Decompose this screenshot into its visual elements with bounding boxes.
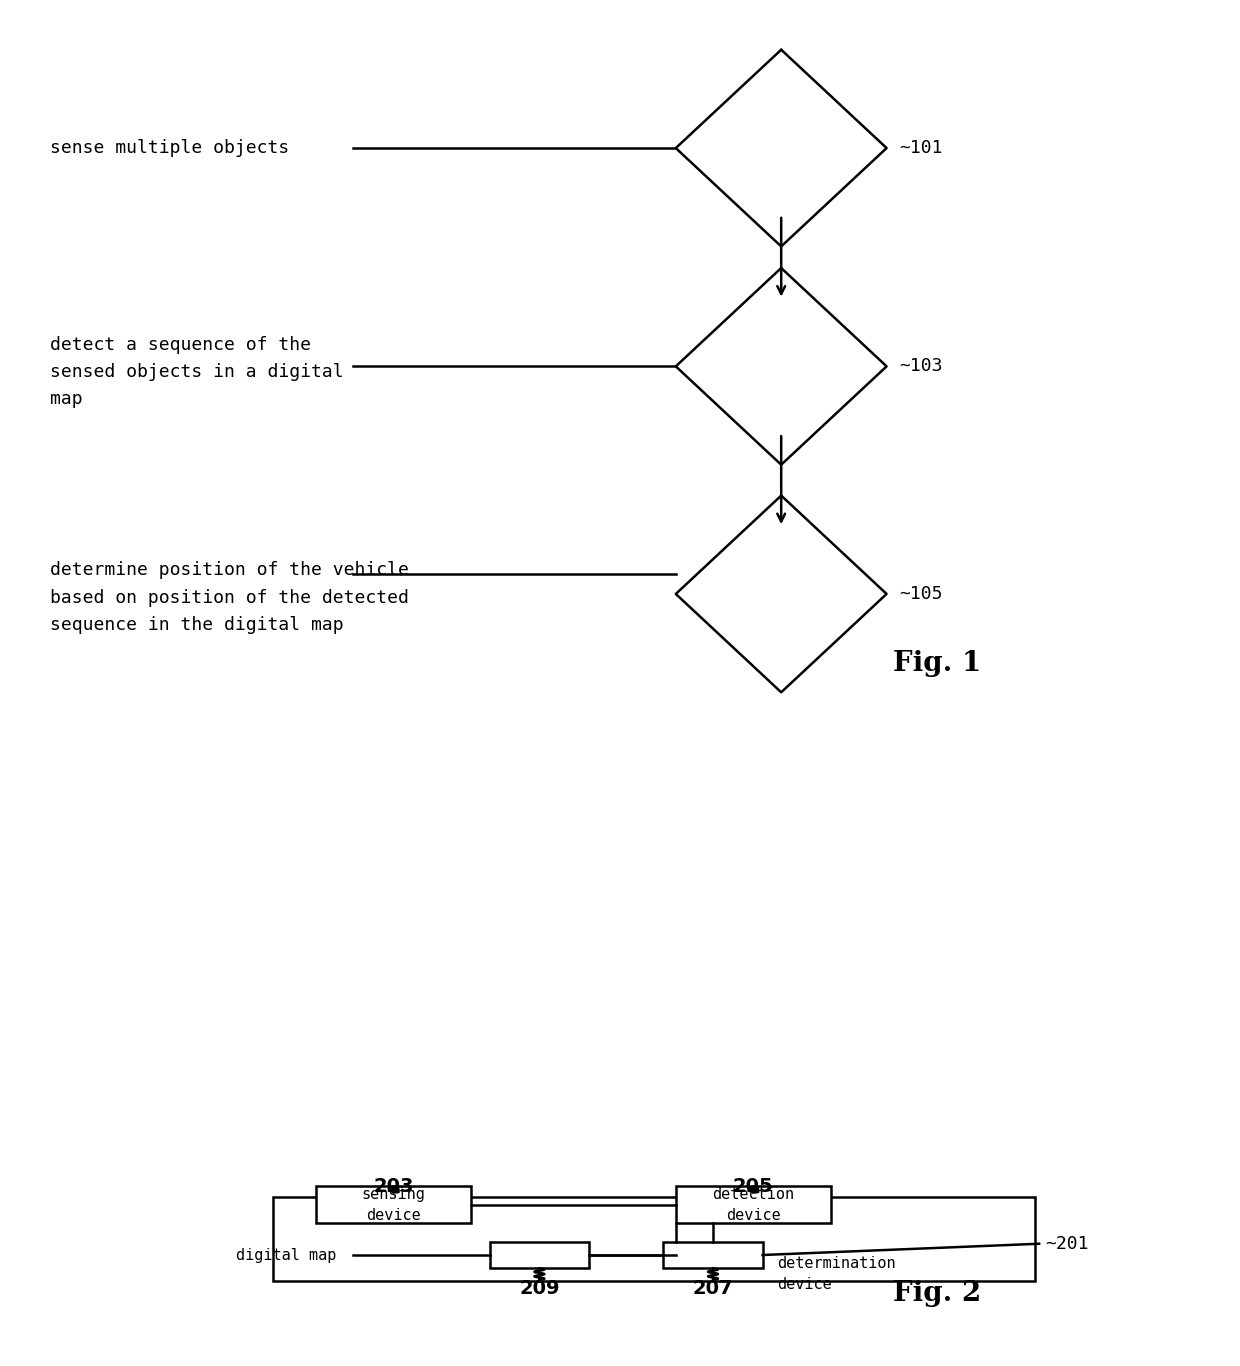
Text: sense multiple objects: sense multiple objects xyxy=(50,139,289,157)
Text: ~201: ~201 xyxy=(1045,1235,1089,1253)
Bar xyxy=(273,1197,1035,1281)
Bar xyxy=(663,1242,763,1268)
Text: detect a sequence of the
sensed objects in a digital
map: detect a sequence of the sensed objects … xyxy=(50,336,343,408)
Bar xyxy=(316,1186,471,1224)
Text: Fig. 2: Fig. 2 xyxy=(893,1280,981,1307)
Text: determine position of the vehicle
based on position of the detected
sequence in : determine position of the vehicle based … xyxy=(50,561,408,634)
Bar xyxy=(676,1186,831,1224)
Text: 203: 203 xyxy=(373,1177,414,1195)
Text: ~103: ~103 xyxy=(899,358,942,376)
Text: detection
device: detection device xyxy=(712,1187,795,1223)
Text: digital map: digital map xyxy=(236,1247,336,1262)
Text: 205: 205 xyxy=(733,1177,774,1195)
Bar xyxy=(490,1242,589,1268)
Text: Fig. 1: Fig. 1 xyxy=(893,650,981,678)
Text: 209: 209 xyxy=(520,1279,559,1298)
Text: determination
device: determination device xyxy=(777,1257,897,1292)
Text: ~105: ~105 xyxy=(899,585,942,602)
Text: 207: 207 xyxy=(693,1279,733,1298)
Text: ~101: ~101 xyxy=(899,139,942,157)
Text: sensing
device: sensing device xyxy=(362,1187,425,1223)
